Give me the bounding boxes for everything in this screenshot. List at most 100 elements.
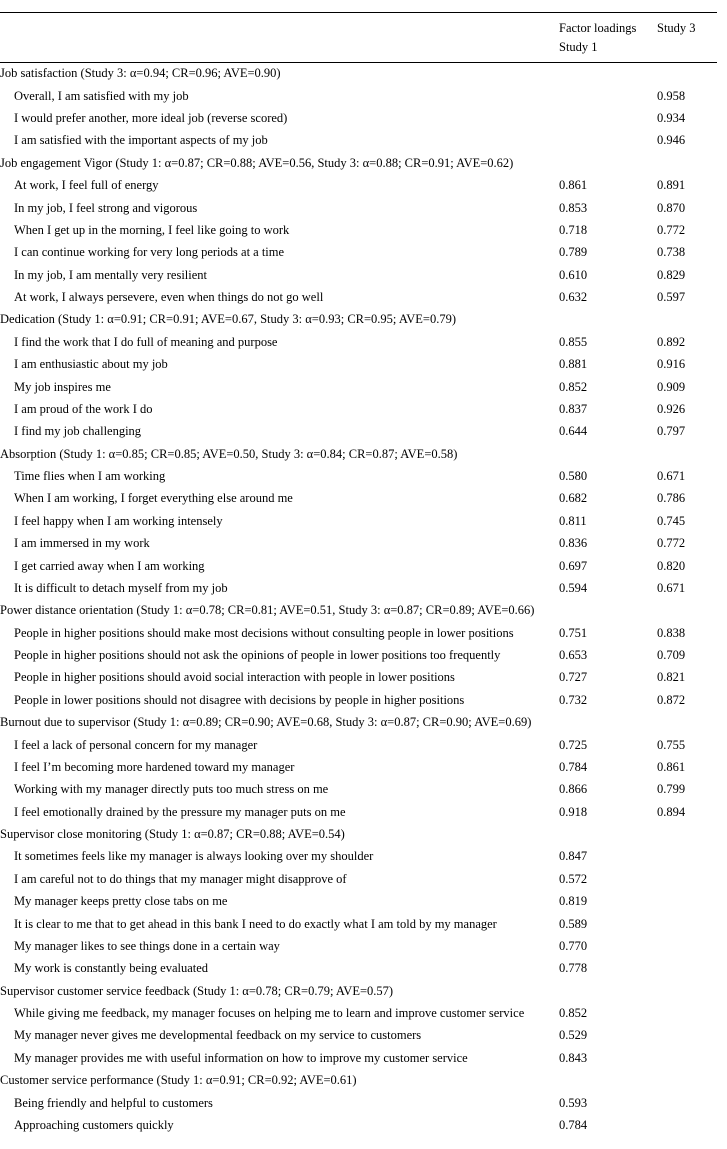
- section-title: Power distance orientation (Study 1: α=0…: [0, 601, 551, 620]
- table-row: My manager keeps pretty close tabs on me…: [0, 891, 717, 913]
- table-row: My job inspires me0.8520.909: [0, 376, 717, 398]
- table-row: It is clear to me that to get ahead in t…: [0, 913, 717, 935]
- factor-loadings-table: Factor loadings Study 1 Study 3 Job sati…: [0, 12, 717, 1137]
- item-text: When I get up in the morning, I feel lik…: [0, 221, 551, 240]
- table-row: I am enthusiastic about my job 0.881 0.916: [0, 354, 717, 376]
- table-row: People in higher positions should avoid …: [0, 667, 717, 689]
- value-study1: 0.718: [559, 221, 649, 240]
- section-title: Supervisor close monitoring (Study 1: α=…: [0, 825, 551, 844]
- table-row: I would prefer another, more ideal job (…: [0, 108, 717, 130]
- table-row: I am immersed in my work0.8360.772: [0, 533, 717, 555]
- table-row: I feel I’m becoming more hardened toward…: [0, 756, 717, 778]
- section-header: Power distance orientation (Study 1: α=0…: [0, 600, 717, 622]
- value-study3: 0.958: [657, 87, 717, 106]
- item-text: I am proud of the work I do: [0, 400, 551, 419]
- item-text: I am satisfied with the important aspect…: [0, 131, 551, 150]
- item-text: It is clear to me that to get ahead in t…: [0, 915, 551, 934]
- value-study3: 0.799: [657, 780, 717, 799]
- item-text: I get carried away when I am working: [0, 557, 551, 576]
- table-row: Being friendly and helpful to customers0…: [0, 1092, 717, 1114]
- table-header-row: Factor loadings Study 1 Study 3: [0, 12, 717, 63]
- value-study3: 0.709: [657, 646, 717, 665]
- table-row: Overall, I am satisfied with my job0.958: [0, 85, 717, 107]
- value-study1: 0.811: [559, 512, 649, 531]
- table-row: At work, I always persevere, even when t…: [0, 287, 717, 309]
- item-text: Time flies when I am working: [0, 467, 551, 486]
- value-study1: 0.725: [559, 736, 649, 755]
- value-study1: 0.881: [559, 355, 649, 374]
- item-text: My manager keeps pretty close tabs on me: [0, 892, 551, 911]
- value-study1: 0.789: [559, 243, 649, 262]
- section-title: Burnout due to supervisor (Study 1: α=0.…: [0, 713, 551, 732]
- value-study1: 0.697: [559, 557, 649, 576]
- table-row: People in higher positions should not as…: [0, 645, 717, 667]
- table-row: While giving me feedback, my manager foc…: [0, 1003, 717, 1025]
- item-text: I find the work that I do full of meanin…: [0, 333, 551, 352]
- table-row: When I get up in the morning, I feel lik…: [0, 219, 717, 241]
- item-text: My manager never gives me developmental …: [0, 1026, 551, 1045]
- value-study1: 0.682: [559, 489, 649, 508]
- item-text: Approaching customers quickly: [0, 1116, 551, 1135]
- value-study1: 0.727: [559, 668, 649, 687]
- header-col1: Factor loadings Study 1: [559, 19, 649, 58]
- value-study3: 0.934: [657, 109, 717, 128]
- table-row: I find my job challenging0.6440.797: [0, 421, 717, 443]
- value-study1: 0.852: [559, 1004, 649, 1023]
- item-text: People in higher positions should make m…: [0, 624, 551, 643]
- section-header: Supervisor close monitoring (Study 1: α=…: [0, 824, 717, 846]
- table-row: My manager likes to see things done in a…: [0, 935, 717, 957]
- item-text: People in higher positions should not as…: [0, 646, 551, 665]
- section-header: Absorption (Study 1: α=0.85; CR=0.85; AV…: [0, 443, 717, 465]
- value-study1: 0.855: [559, 333, 649, 352]
- header-study3: Study 3: [657, 19, 717, 38]
- section-title: Job engagement Vigor (Study 1: α=0.87; C…: [0, 154, 551, 173]
- item-text: While giving me feedback, my manager foc…: [0, 1004, 551, 1023]
- value-study1: 0.644: [559, 422, 649, 441]
- item-text: It is difficult to detach myself from my…: [0, 579, 551, 598]
- item-text: I feel happy when I am working intensely: [0, 512, 551, 531]
- value-study1: 0.610: [559, 266, 649, 285]
- item-text: I feel I’m becoming more hardened toward…: [0, 758, 551, 777]
- section-header: Job satisfaction (Study 3: α=0.94; CR=0.…: [0, 63, 717, 85]
- section-header: Dedication (Study 1: α=0.91; CR=0.91; AV…: [0, 309, 717, 331]
- item-text: I am enthusiastic about my job: [0, 355, 551, 374]
- value-study3: 0.909: [657, 378, 717, 397]
- value-study1: 0.572: [559, 870, 649, 889]
- section-header: Job engagement Vigor (Study 1: α=0.87; C…: [0, 152, 717, 174]
- table-row: I am satisfied with the important aspect…: [0, 130, 717, 152]
- value-study1: 0.843: [559, 1049, 649, 1068]
- table-row: I can continue working for very long per…: [0, 242, 717, 264]
- value-study1: 0.836: [559, 534, 649, 553]
- section-title: Absorption (Study 1: α=0.85; CR=0.85; AV…: [0, 445, 551, 464]
- value-study1: 0.853: [559, 199, 649, 218]
- value-study3: 0.894: [657, 803, 717, 822]
- value-study3: 0.772: [657, 221, 717, 240]
- value-study3: 0.671: [657, 579, 717, 598]
- header-factor-loadings: Factor loadings: [559, 19, 649, 38]
- value-study3: 0.891: [657, 176, 717, 195]
- item-text: My manager likes to see things done in a…: [0, 937, 551, 956]
- section-header: Customer service performance (Study 1: α…: [0, 1070, 717, 1092]
- value-study1: 0.778: [559, 959, 649, 978]
- table-row: In my job, I am mentally very resilient 0…: [0, 264, 717, 286]
- value-study3: 0.786: [657, 489, 717, 508]
- table-row: Working with my manager directly puts to…: [0, 779, 717, 801]
- table-row: I find the work that I do full of meanin…: [0, 331, 717, 353]
- item-text: In my job, I am mentally very resilient: [0, 266, 551, 285]
- table-row: My manager provides me with useful infor…: [0, 1047, 717, 1069]
- item-text: People in higher positions should avoid …: [0, 668, 551, 687]
- value-study3: 0.916: [657, 355, 717, 374]
- section-title: Customer service performance (Study 1: α…: [0, 1071, 551, 1090]
- value-study1: 0.751: [559, 624, 649, 643]
- item-text: My manager provides me with useful infor…: [0, 1049, 551, 1068]
- value-study1: 0.653: [559, 646, 649, 665]
- value-study1: 0.861: [559, 176, 649, 195]
- value-study3: 0.838: [657, 624, 717, 643]
- table-row: I feel emotionally drained by the pressu…: [0, 801, 717, 823]
- value-study1: 0.732: [559, 691, 649, 710]
- table-row: People in higher positions should make m…: [0, 622, 717, 644]
- value-study3: 0.772: [657, 534, 717, 553]
- table-row: Time flies when I am working0.5800.671: [0, 466, 717, 488]
- value-study1: 0.918: [559, 803, 649, 822]
- table-row: At work, I feel full of energy0.8610.891: [0, 175, 717, 197]
